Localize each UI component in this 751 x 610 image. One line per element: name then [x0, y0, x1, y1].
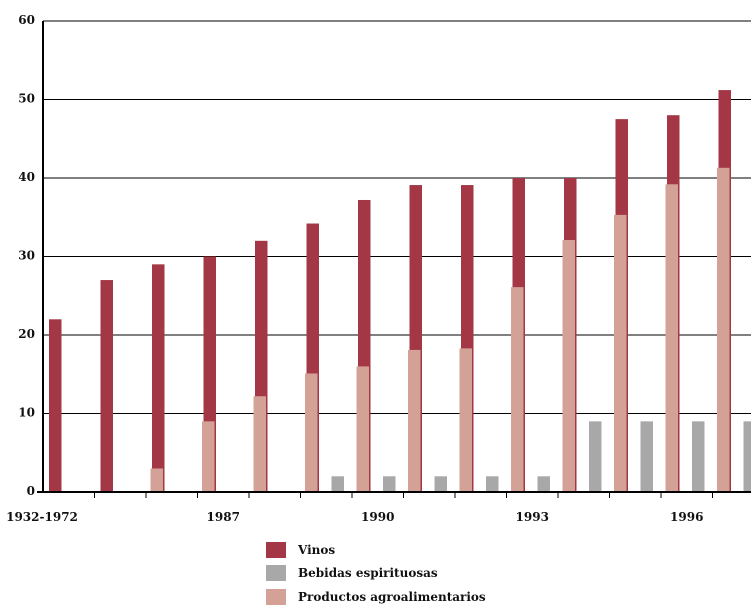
bar-productos-agroalimentarios-9	[562, 240, 575, 492]
bar-productos-agroalimentarios-11	[665, 184, 678, 492]
legend-item-vinos: Vinos	[266, 538, 486, 562]
bar-bebidas-espirituosas-12	[692, 421, 705, 492]
bar-bebidas-espirituosas-9	[537, 476, 550, 492]
bar-bebidas-espirituosas-8	[486, 476, 499, 492]
y-tick-label-20: 20	[18, 327, 35, 341]
bar-productos-agroalimentarios-5	[356, 366, 369, 492]
y-tick-label-50: 50	[18, 92, 35, 106]
bar-productos-agroalimentarios-6	[408, 349, 421, 492]
bar-vinos-2	[152, 264, 165, 492]
axes	[37, 21, 751, 498]
bar-productos-agroalimentarios-4	[305, 373, 318, 492]
bar-productos-agroalimentarios-12	[717, 167, 730, 493]
legend-label-vinos: Vinos	[298, 542, 336, 557]
bar-productos-agroalimentarios-1	[150, 468, 163, 492]
bar-bebidas-espirituosas-10	[589, 421, 602, 492]
bar-vinos-1	[100, 280, 113, 492]
legend-label-bebidas-espirituosas: Bebidas espirituosas	[298, 566, 438, 581]
x-tick-label-1993: 1993	[516, 510, 549, 524]
y-tick-label-30: 30	[18, 249, 35, 263]
legend-item-productos-agroalimentarios: Productos agroalimentarios	[266, 585, 486, 609]
bar-productos-agroalimentarios-2	[202, 421, 215, 492]
legend-item-bebidas-espirituosas: Bebidas espirituosas	[266, 562, 486, 586]
bar-bebidas-espirituosas-11	[640, 421, 653, 492]
bar-productos-agroalimentarios-8	[511, 287, 524, 492]
y-tick-label-40: 40	[18, 170, 35, 184]
y-tick-label-0: 0	[27, 484, 35, 498]
legend-swatch-bebidas-espirituosas	[266, 565, 286, 582]
bar-vinos-0	[49, 319, 62, 492]
x-tick-label-1987: 1987	[207, 510, 240, 524]
bar-productos-agroalimentarios-3	[253, 396, 266, 492]
y-tick-label-10: 10	[18, 406, 35, 420]
x-tick-label-1932-1972: 1932-1972	[6, 510, 78, 524]
bar-bebidas-espirituosas-13	[743, 421, 751, 492]
bar-chart: 0 10 20 30 40 50 60 1932-1972 1987 1990 1993 1996	[6, 13, 751, 524]
bar-bebidas-espirituosas-5	[331, 476, 344, 492]
bar-bebidas-espirituosas-7	[434, 476, 447, 492]
bars	[49, 90, 751, 493]
x-tick-label-1996: 1996	[670, 510, 703, 524]
bar-productos-agroalimentarios-7	[459, 348, 472, 492]
x-tick-label-1990: 1990	[361, 510, 394, 524]
y-tick-label-60: 60	[18, 13, 35, 27]
gridlines	[43, 20, 751, 414]
legend: Vinos Bebidas espirituosas Productos agr…	[266, 538, 486, 609]
bar-bebidas-espirituosas-6	[383, 476, 396, 492]
legend-swatch-productos-agroalimentarios	[266, 588, 286, 605]
tick-labels: 0 10 20 30 40 50 60 1932-1972 1987 1990 1993 1996	[6, 13, 703, 524]
legend-label-productos-agroalimentarios: Productos agroalimentarios	[298, 589, 486, 604]
legend-swatch-vinos	[266, 541, 286, 558]
bar-productos-agroalimentarios-10	[614, 214, 627, 492]
